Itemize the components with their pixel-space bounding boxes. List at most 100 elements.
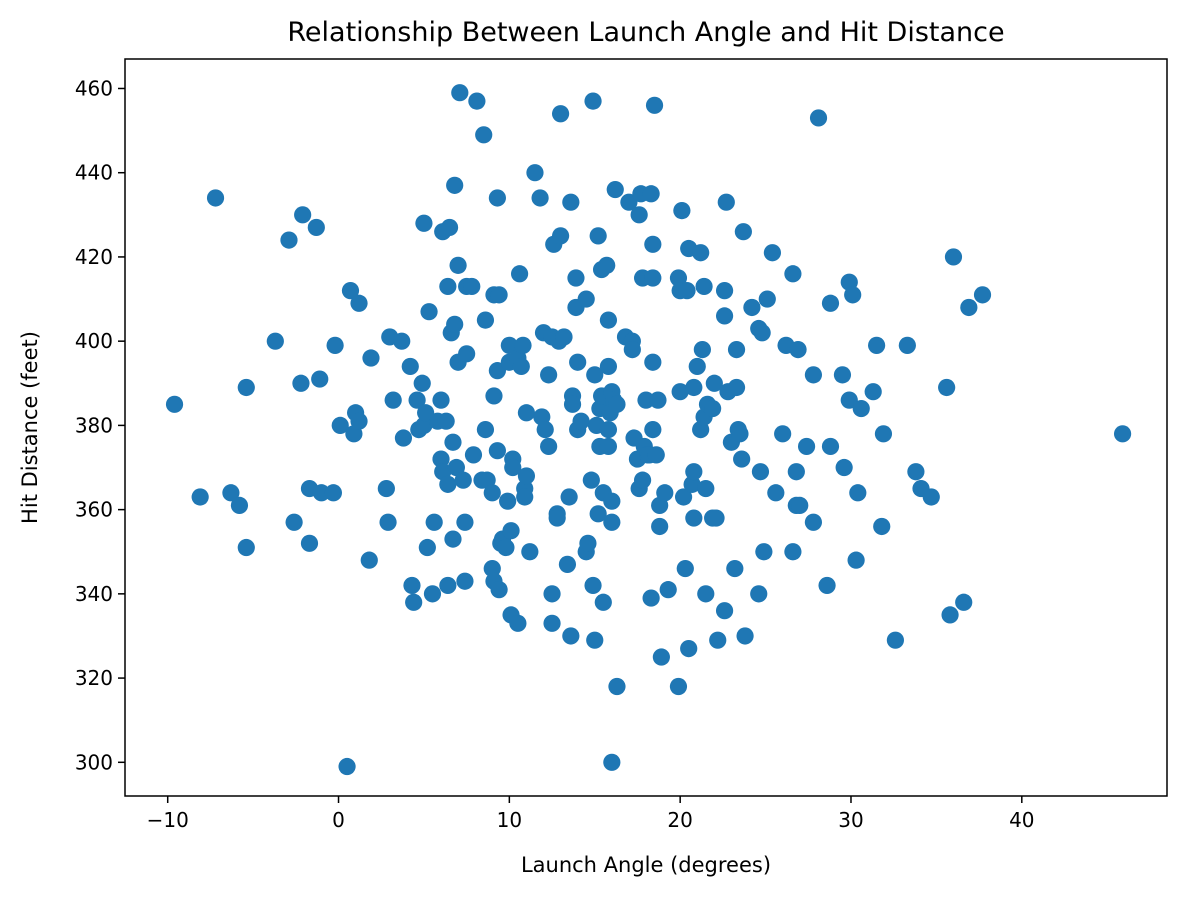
data-point [678,282,696,300]
data-point [237,378,255,397]
data-point [191,488,209,506]
data-point [637,391,655,409]
data-point [844,286,862,304]
data-point [548,509,566,527]
data-point [598,256,616,274]
data-point [586,631,604,649]
data-point [715,602,734,620]
data-point [717,193,735,211]
data-point [589,505,607,523]
data-point [693,340,711,359]
data-point [599,311,618,329]
data-point [734,223,752,241]
data-point [676,559,694,578]
y-tick-label: 460 [75,76,113,100]
data-point [517,404,536,422]
data-point [797,437,816,456]
data-point [206,189,225,207]
data-point [292,374,310,392]
data-point [753,324,771,342]
data-point [620,193,638,211]
data-point [439,277,457,296]
data-points [165,84,1132,776]
data-point [449,256,467,274]
data-point [669,677,688,696]
data-point [736,627,754,645]
data-point [849,484,867,502]
data-point [563,395,582,413]
data-point [350,412,368,430]
data-point [818,576,836,595]
data-point [674,488,693,506]
data-point [586,366,604,384]
data-point [584,92,602,110]
data-point [512,357,530,376]
data-point [727,340,746,359]
data-point [504,458,522,477]
y-axis-label: Hit Distance (feet) [18,331,42,524]
data-point [685,463,703,481]
data-point [490,581,508,599]
data-point [499,492,517,510]
data-point [731,425,749,443]
data-point [394,429,413,447]
x-tick-label: 0 [332,808,345,832]
x-tick-label: 10 [497,808,522,832]
data-point [767,484,785,502]
data-point [360,551,378,569]
data-point [488,189,506,207]
data-point [324,484,342,502]
data-point [377,479,395,498]
data-point [784,265,802,283]
data-point [692,244,710,262]
data-point [697,479,715,498]
data-point [237,538,255,557]
data-point [603,513,621,531]
data-point [697,585,715,603]
data-point [516,488,534,506]
data-point [312,484,331,502]
data-point [425,513,443,531]
data-point [401,357,419,376]
data-point [644,235,662,253]
data-point [476,421,495,439]
data-point [543,585,561,603]
data-point [603,753,621,771]
data-point [540,366,558,384]
data-point [463,277,481,296]
data-point [509,614,527,632]
data-point [873,517,891,536]
data-point [432,450,450,468]
data-point [439,576,457,595]
data-point [852,399,870,418]
x-tick-label: 40 [1009,808,1034,832]
data-point [558,555,577,573]
data-point [517,467,536,485]
data-point [476,311,495,329]
data-point [451,84,469,102]
data-point [642,185,660,203]
data-point [751,463,770,481]
data-point [763,244,782,262]
data-point [599,421,618,439]
data-point [393,332,411,350]
data-point [707,509,725,527]
data-point [266,332,284,350]
axis-ticks: −10 0 10 20 30 40 300 320 340 360 380 400 420 440 460 [75,76,1035,832]
data-point [633,471,652,489]
data-point [821,294,840,312]
plot-area-frame [124,58,1168,797]
data-point [543,614,561,632]
data-point [835,458,853,477]
data-point [649,391,667,409]
data-point [886,631,904,649]
data-point [551,105,570,123]
data-point [688,357,706,376]
data-point [594,593,612,611]
data-point [440,218,459,237]
data-point [540,437,558,456]
data-point [647,446,665,464]
data-point [680,640,698,658]
y-tick-label: 320 [75,666,113,690]
data-point [685,509,703,527]
